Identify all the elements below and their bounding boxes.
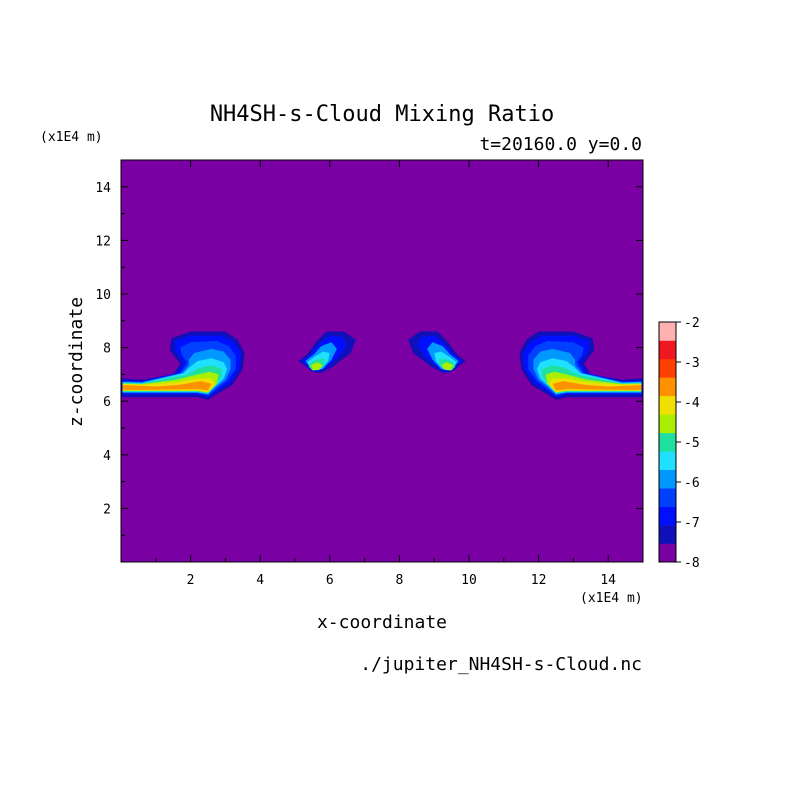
x-tick-label: 4 — [256, 573, 264, 588]
right-plume-contour — [552, 381, 642, 391]
colorbar-swatch — [659, 395, 676, 415]
colorbar-tick-label: -6 — [684, 476, 700, 491]
y-tick-label: 8 — [103, 342, 111, 357]
contour-layer — [121, 331, 643, 400]
colorbar-swatch — [659, 432, 676, 452]
x-tick-label: 6 — [326, 573, 334, 588]
y-tick-label: 4 — [103, 449, 111, 464]
colorbar-swatch — [659, 358, 676, 378]
colorbar-swatch — [659, 377, 676, 397]
y-axis-label: z-coordinate — [66, 297, 87, 427]
colorbar-swatch — [659, 340, 676, 360]
y-tick-label: 14 — [95, 181, 111, 196]
x-tick-label: 10 — [461, 573, 477, 588]
y-tick-label: 6 — [103, 395, 111, 410]
colorbar-swatch — [659, 451, 676, 470]
y-tick-label: 2 — [103, 502, 111, 517]
x-unit-label: (x1E4 m) — [580, 591, 643, 606]
y-axis: 2 4 6 8 10 12 14 — [95, 181, 643, 536]
footer-filename: ./jupiter_NH4SH-s-Cloud.nc — [360, 654, 642, 675]
chart-subtitle: t=20160.0 y=0.0 — [479, 134, 642, 155]
colorbar-tick-label: -8 — [684, 556, 700, 571]
y-tick-label: 10 — [95, 288, 111, 303]
y-unit-label: (x1E4 m) — [40, 130, 103, 145]
x-axis-label: x-coordinate — [317, 612, 447, 633]
colorbar-swatch — [659, 414, 676, 434]
colorbar-swatch — [659, 543, 676, 563]
x-axis: 2 4 6 8 10 12 14 — [155, 160, 616, 588]
colorbar-tick-label: -3 — [684, 356, 700, 371]
x-tick-label: 14 — [600, 573, 616, 588]
colorbar-tick-label: -4 — [684, 396, 700, 411]
left-plume-contour — [122, 381, 212, 391]
center-right-blob-contour — [441, 362, 454, 371]
x-tick-label: 2 — [187, 573, 195, 588]
colorbar-tick-label: -5 — [684, 436, 700, 451]
colorbar-swatch — [659, 469, 676, 489]
x-tick-label: 8 — [395, 573, 403, 588]
colorbar-swatch — [659, 488, 676, 507]
chart-title: NH4SH-s-Cloud Mixing Ratio — [210, 102, 554, 127]
colorbar: -2 -3 -4 -5 -6 -7 -8 — [658, 316, 700, 571]
colorbar-swatch — [659, 525, 676, 544]
colorbar-swatch — [659, 506, 676, 526]
y-tick-label: 12 — [95, 234, 111, 249]
colorbar-tick-label: -2 — [684, 316, 700, 331]
colorbar-tick-label: -7 — [684, 516, 700, 531]
center-left-blob-contour — [310, 362, 323, 371]
colorbar-swatch — [659, 322, 676, 341]
plot-frame — [120, 159, 644, 563]
x-tick-label: 12 — [531, 573, 547, 588]
